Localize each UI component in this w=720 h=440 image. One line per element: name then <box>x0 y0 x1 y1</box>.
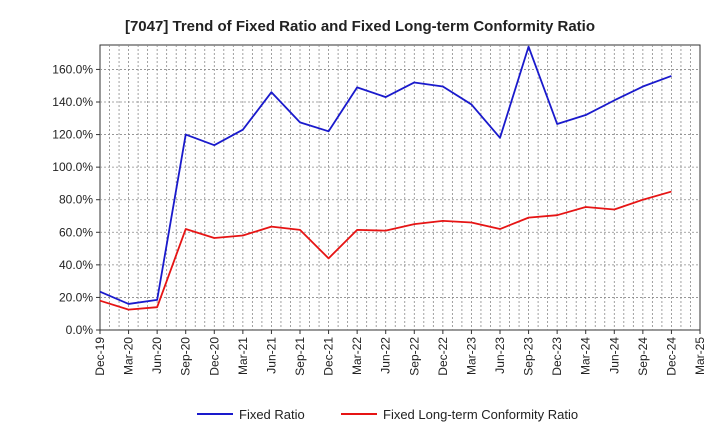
y-tick-label: 100.0% <box>52 160 93 174</box>
x-tick-label: Jun-21 <box>264 337 278 374</box>
series-line <box>99 190 672 311</box>
x-tick-label: Sep-23 <box>522 337 536 376</box>
x-tick-label: Sep-21 <box>293 337 307 376</box>
chart-title: [7047] Trend of Fixed Ratio and Fixed Lo… <box>125 18 595 35</box>
plot-area <box>99 44 701 331</box>
x-tick-label: Jun-23 <box>493 337 507 374</box>
x-tick-label: Mar-20 <box>122 337 136 375</box>
x-tick-label: Sep-20 <box>179 337 193 376</box>
x-tick-label: Sep-24 <box>636 337 650 376</box>
x-tick-label: Dec-21 <box>322 337 336 376</box>
grid <box>100 45 700 330</box>
x-tick-label: Dec-24 <box>664 337 678 376</box>
y-tick-label: 160.0% <box>52 62 93 76</box>
x-tick-label: Dec-20 <box>207 337 221 376</box>
y-tick-label: 80.0% <box>59 193 93 207</box>
x-axis: Dec-19 Mar-20 Jun-20 Sep-20 Dec-20 Mar-21 Jun-… <box>93 330 707 376</box>
y-tick-label: 40.0% <box>59 258 93 272</box>
y-tick-label: 140.0% <box>52 95 93 109</box>
x-tick-label: Dec-22 <box>436 337 450 376</box>
y-tick-label: 20.0% <box>59 290 93 304</box>
series-group <box>99 45 672 311</box>
x-tick-label: Jun-20 <box>150 337 164 374</box>
series-line <box>99 45 672 305</box>
x-tick-label: Dec-19 <box>93 337 107 376</box>
y-tick-label: 60.0% <box>59 225 93 239</box>
x-tick-label: Jun-24 <box>607 337 621 374</box>
x-tick-label: Mar-25 <box>693 337 707 375</box>
x-tick-label: Sep-22 <box>407 337 421 376</box>
x-tick-label: Dec-23 <box>550 337 564 376</box>
legend-label: Fixed Ratio <box>239 407 305 422</box>
legend-label: Fixed Long-term Conformity Ratio <box>383 407 578 422</box>
y-tick-label: 0.0% <box>66 323 94 337</box>
x-tick-label: Mar-24 <box>579 337 593 375</box>
x-tick-label: Mar-22 <box>350 337 364 375</box>
legend: Fixed Ratio Fixed Long-term Conformity Ra… <box>197 407 578 422</box>
x-tick-label: Jun-22 <box>379 337 393 374</box>
x-tick-label: Mar-23 <box>464 337 478 375</box>
y-tick-label: 120.0% <box>52 128 93 142</box>
x-tick-label: Mar-21 <box>236 337 250 375</box>
y-axis: 0.0% 20.0% 40.0% 60.0% 80.0% 100.0% 120.0% 140.… <box>52 62 100 337</box>
